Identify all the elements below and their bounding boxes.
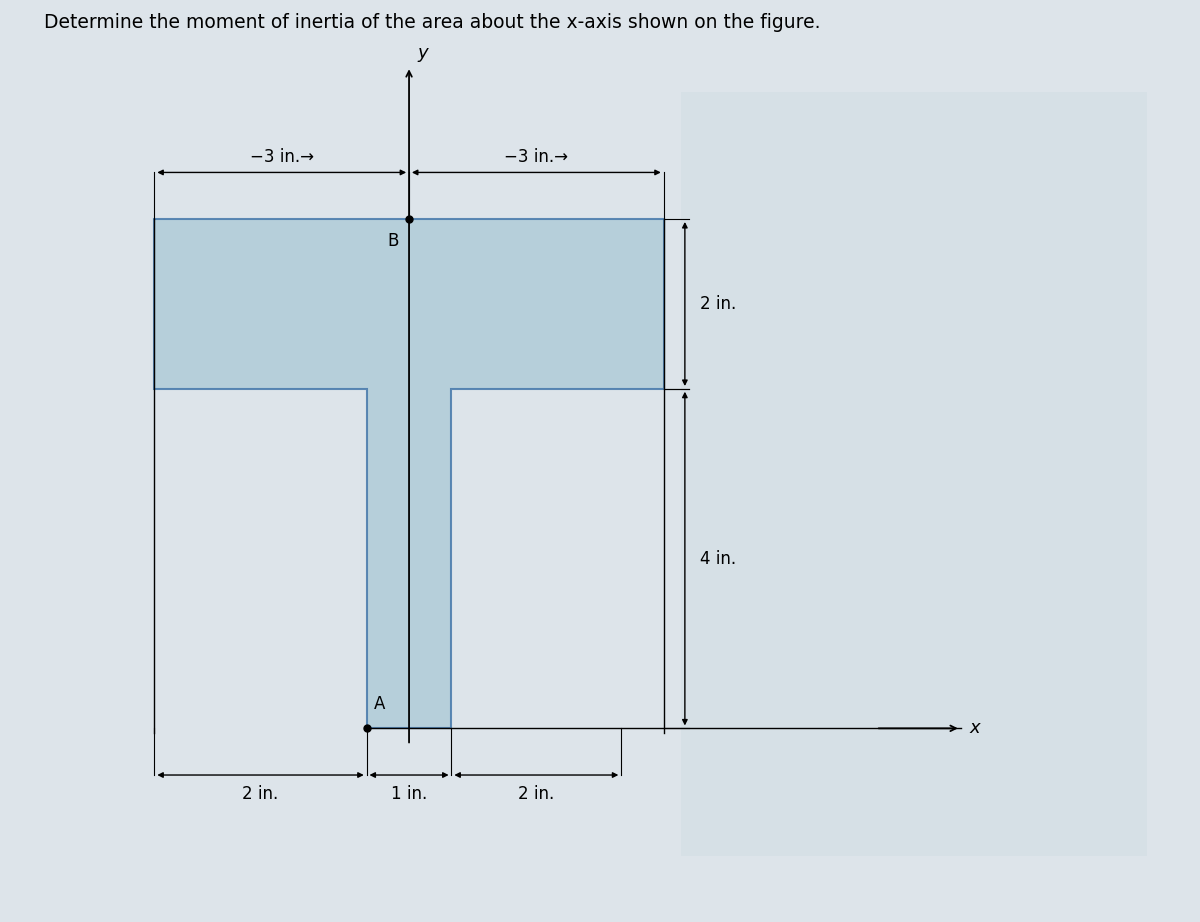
Text: 2 in.: 2 in. bbox=[518, 786, 554, 803]
Text: 4 in.: 4 in. bbox=[700, 550, 737, 568]
Text: 2 in.: 2 in. bbox=[700, 295, 737, 313]
Text: −3 in.→: −3 in.→ bbox=[250, 148, 313, 166]
Bar bbox=[680, 92, 1147, 856]
Text: 2 in.: 2 in. bbox=[242, 786, 278, 803]
Text: y: y bbox=[418, 44, 428, 62]
Text: x: x bbox=[970, 719, 980, 738]
Text: A: A bbox=[373, 695, 385, 713]
Text: 1 in.: 1 in. bbox=[391, 786, 427, 803]
Polygon shape bbox=[155, 219, 664, 728]
Text: Determine the moment of inertia of the area about the x-axis shown on the figure: Determine the moment of inertia of the a… bbox=[44, 14, 821, 32]
Text: B: B bbox=[388, 231, 398, 250]
Text: −3 in.→: −3 in.→ bbox=[504, 148, 569, 166]
